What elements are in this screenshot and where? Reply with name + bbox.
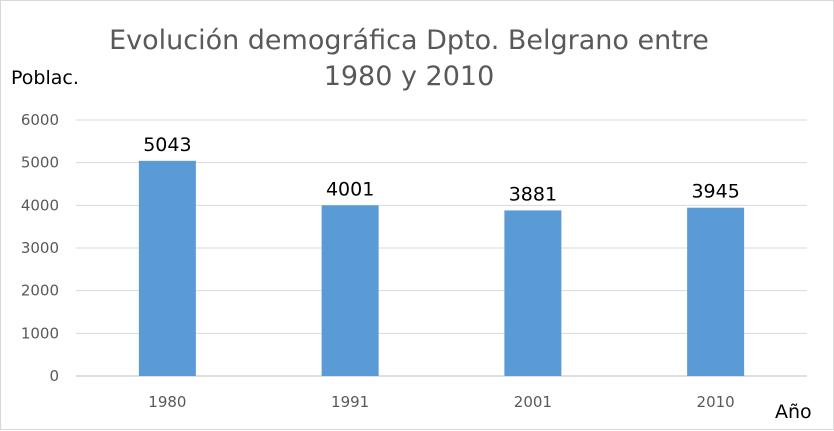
chart-title: Evolución demográfica Dpto. Belgrano ent… <box>1 23 817 95</box>
y-tick-label: 3000 <box>21 239 59 257</box>
data-label: 3945 <box>691 181 739 203</box>
y-tick-label: 6000 <box>21 111 59 129</box>
y-tick-label: 2000 <box>21 282 59 300</box>
x-axis-label: Año <box>775 401 812 423</box>
bar <box>504 210 562 376</box>
x-tick-label: 1991 <box>331 393 369 411</box>
bar <box>321 205 379 376</box>
data-label: 5043 <box>143 134 191 156</box>
x-tick-label: 2001 <box>514 393 552 411</box>
chart-title-line-1: Evolución demográfica Dpto. Belgrano ent… <box>109 25 709 56</box>
data-label: 4001 <box>326 178 374 200</box>
x-tick-label: 1980 <box>148 393 186 411</box>
y-tick-label: 5000 <box>21 154 59 172</box>
y-tick-label: 4000 <box>21 196 59 214</box>
y-tick-label: 0 <box>49 367 59 385</box>
y-tick-label: 1000 <box>21 324 59 342</box>
bar <box>138 160 196 376</box>
bar <box>687 207 745 376</box>
data-label: 3881 <box>509 183 557 205</box>
y-axis-label: Poblac. <box>11 67 79 89</box>
chart-title-line-2: 1980 y 2010 <box>323 61 495 92</box>
x-tick-label: 2010 <box>697 393 735 411</box>
